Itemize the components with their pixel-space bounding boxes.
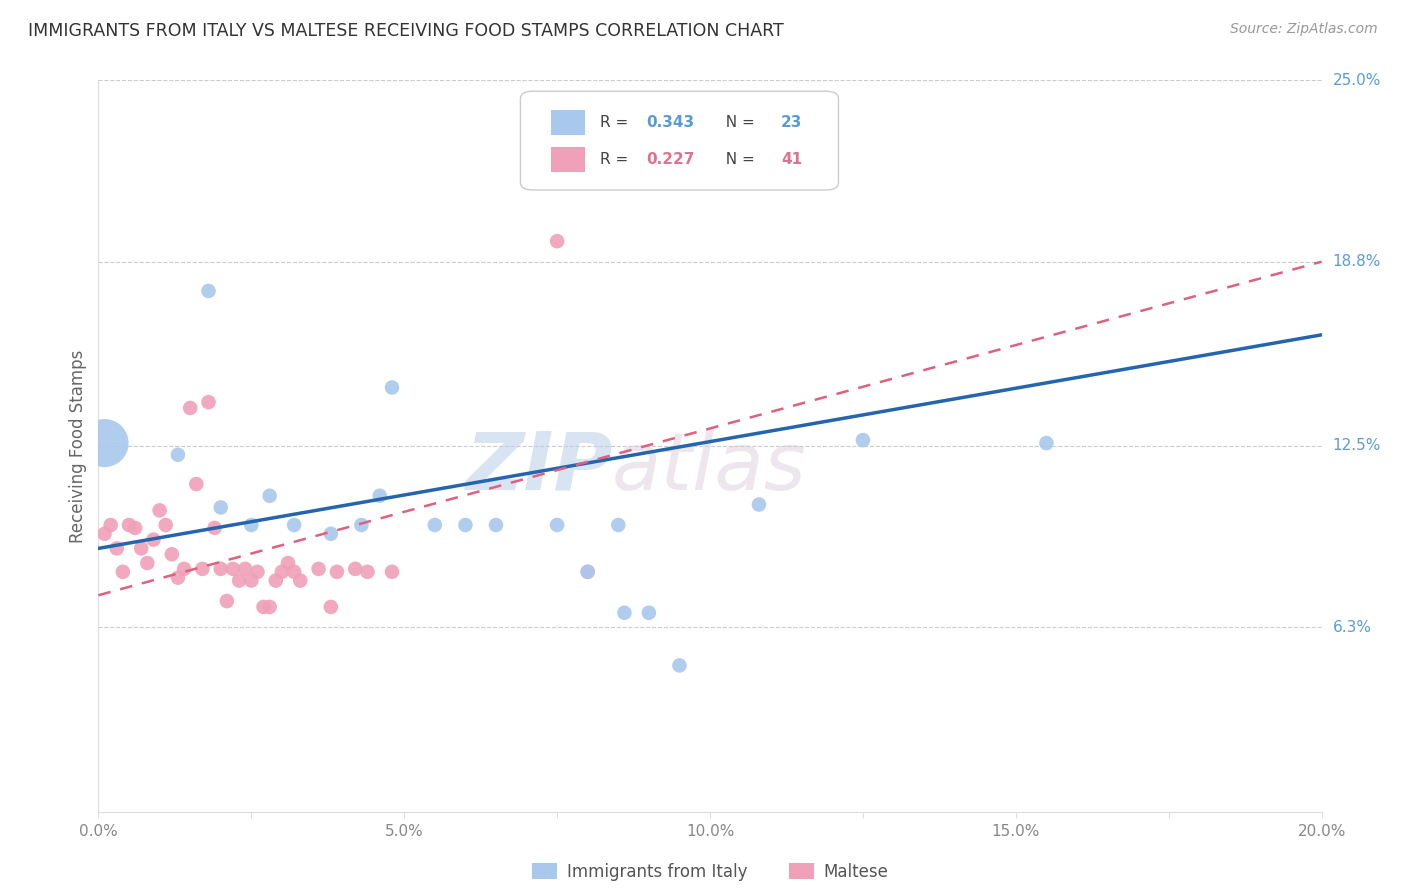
Point (209, 562, 232, 576)
Point (485, 518, 508, 533)
Point (204, 521, 226, 535)
Text: R =: R = (600, 114, 633, 129)
FancyBboxPatch shape (520, 91, 838, 190)
Point (576, 565, 599, 579)
Bar (551, 110, 585, 135)
Point (149, 503, 172, 517)
Text: 12.5%: 12.5% (1333, 439, 1381, 453)
Point (637, 606, 661, 620)
Point (136, 556, 159, 570)
Point (142, 533, 165, 547)
Point (179, 401, 201, 415)
Point (240, 574, 263, 588)
Point (93, 526, 115, 541)
Text: N =: N = (716, 114, 759, 129)
Point (167, 448, 190, 462)
Point (381, 565, 404, 579)
Point (668, 658, 690, 673)
Text: atlas: atlas (612, 429, 807, 507)
Text: 0.227: 0.227 (647, 152, 695, 167)
Point (308, 562, 330, 576)
Point (423, 518, 446, 533)
Point (259, 489, 281, 503)
Point (454, 518, 477, 533)
Point (100, 518, 122, 533)
Point (197, 284, 219, 298)
Point (319, 599, 342, 614)
Legend: Immigrants from Italy, Maltese: Immigrants from Italy, Maltese (524, 856, 896, 888)
Text: 23: 23 (780, 114, 803, 129)
Point (209, 500, 232, 515)
Text: R =: R = (600, 152, 633, 167)
Point (319, 526, 342, 541)
Text: Source: ZipAtlas.com: Source: ZipAtlas.com (1230, 22, 1378, 37)
Point (546, 234, 568, 248)
Text: N =: N = (716, 152, 759, 167)
Point (290, 574, 312, 588)
Point (326, 565, 349, 579)
Point (228, 574, 250, 588)
Point (186, 477, 208, 491)
Point (191, 562, 214, 576)
Point (111, 565, 134, 579)
Point (160, 547, 183, 561)
Point (283, 565, 305, 579)
Point (368, 489, 391, 503)
Point (173, 562, 195, 576)
Point (270, 565, 292, 579)
Point (155, 518, 177, 533)
Point (233, 562, 256, 576)
Point (350, 518, 373, 533)
Text: IMMIGRANTS FROM ITALY VS MALTESE RECEIVING FOOD STAMPS CORRELATION CHART: IMMIGRANTS FROM ITALY VS MALTESE RECEIVI… (28, 22, 785, 40)
Point (283, 518, 305, 533)
Point (576, 565, 599, 579)
Text: 6.3%: 6.3% (1333, 620, 1372, 635)
Text: ZIP: ZIP (465, 429, 612, 507)
Point (118, 518, 141, 533)
Text: 18.8%: 18.8% (1333, 254, 1381, 269)
Point (277, 556, 299, 570)
Point (344, 562, 367, 576)
Point (852, 433, 875, 447)
Text: 41: 41 (780, 152, 801, 167)
Point (222, 562, 245, 576)
Point (748, 498, 770, 512)
Text: 25.0%: 25.0% (1333, 73, 1381, 87)
Point (240, 518, 263, 533)
Point (167, 571, 190, 585)
Text: 0.343: 0.343 (647, 114, 695, 129)
Point (246, 565, 269, 579)
Y-axis label: Receiving Food Stamps: Receiving Food Stamps (69, 350, 87, 542)
Point (105, 541, 128, 556)
Point (124, 521, 146, 535)
Point (93, 436, 115, 450)
Point (264, 574, 287, 588)
Point (197, 395, 219, 409)
Point (215, 594, 238, 608)
Point (607, 518, 630, 533)
Point (356, 565, 378, 579)
Point (1035, 436, 1057, 450)
Point (259, 599, 281, 614)
Point (129, 541, 152, 556)
Point (546, 518, 568, 533)
Bar (551, 146, 585, 172)
Point (613, 606, 636, 620)
Point (381, 380, 404, 394)
Point (252, 599, 274, 614)
